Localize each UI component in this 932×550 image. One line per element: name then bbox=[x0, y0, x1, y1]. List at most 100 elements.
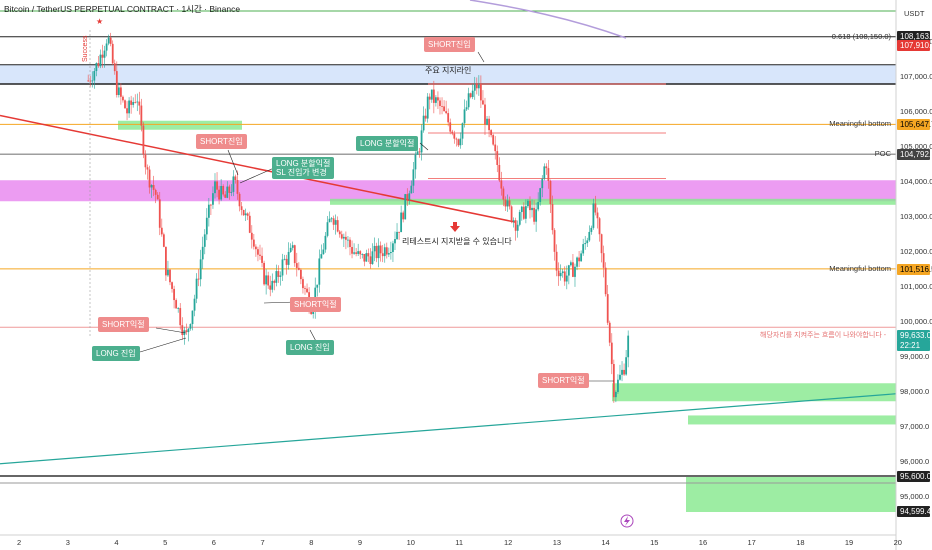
candle bbox=[443, 106, 445, 112]
candle bbox=[455, 138, 458, 140]
candle bbox=[111, 43, 114, 64]
x-tick-label: 6 bbox=[211, 538, 216, 547]
candle bbox=[453, 133, 456, 139]
y-tick-label: 102,000.0 bbox=[900, 247, 932, 256]
candle bbox=[91, 80, 94, 82]
green-zone bbox=[330, 198, 896, 205]
candle bbox=[584, 243, 587, 245]
annotation-marks: ★ bbox=[96, 17, 634, 528]
candle bbox=[246, 213, 249, 216]
candle bbox=[621, 369, 623, 375]
price-label: 105,647.7 bbox=[897, 119, 932, 131]
moving-average-line bbox=[469, 0, 627, 39]
descending-trendline bbox=[0, 114, 517, 223]
candle bbox=[89, 80, 92, 82]
candle bbox=[598, 218, 601, 235]
candle bbox=[392, 243, 394, 253]
candle bbox=[373, 245, 376, 252]
candle bbox=[261, 255, 263, 263]
candle bbox=[158, 199, 161, 228]
candle bbox=[269, 285, 272, 290]
candle bbox=[418, 151, 421, 153]
candle bbox=[324, 235, 327, 250]
candle bbox=[326, 222, 329, 236]
candle bbox=[130, 100, 133, 105]
candle bbox=[283, 258, 286, 260]
x-tick-label: 10 bbox=[406, 538, 415, 547]
candle bbox=[569, 262, 572, 266]
candle bbox=[306, 288, 308, 293]
x-tick-label: 19 bbox=[844, 538, 854, 547]
candle bbox=[359, 251, 362, 255]
x-tick-label: 8 bbox=[309, 538, 314, 547]
candle bbox=[437, 97, 439, 101]
candle bbox=[134, 102, 137, 103]
y-tick-label: 106,000.0 bbox=[900, 107, 932, 116]
candle bbox=[302, 279, 304, 289]
y-tick-label: 104,000.0 bbox=[900, 177, 932, 186]
candle bbox=[165, 246, 167, 276]
candle bbox=[160, 227, 163, 235]
candle bbox=[518, 212, 521, 225]
candle bbox=[156, 194, 159, 200]
candle bbox=[545, 166, 548, 169]
candle bbox=[154, 189, 157, 195]
candle bbox=[330, 218, 333, 220]
candle bbox=[150, 185, 153, 188]
candle bbox=[173, 288, 175, 301]
candle bbox=[602, 253, 605, 268]
candle bbox=[625, 357, 628, 375]
candle bbox=[367, 253, 370, 257]
candle bbox=[561, 271, 564, 274]
candle bbox=[559, 273, 562, 277]
candle bbox=[273, 280, 276, 283]
candle bbox=[375, 245, 378, 259]
candle bbox=[434, 97, 437, 103]
annotation-connector bbox=[155, 327, 187, 334]
price-label: 104,792.7 bbox=[897, 149, 932, 161]
candle bbox=[610, 342, 613, 365]
candle bbox=[383, 247, 386, 257]
long-annotation: LONG 진입 bbox=[92, 346, 140, 361]
candle bbox=[389, 252, 392, 254]
candle bbox=[398, 231, 400, 233]
candle bbox=[475, 84, 478, 89]
candle bbox=[279, 275, 282, 277]
candle bbox=[115, 71, 118, 95]
short-annotation: SHORT익절 bbox=[538, 373, 589, 388]
candle bbox=[608, 322, 611, 343]
candle bbox=[338, 231, 341, 235]
support-zone-blue bbox=[0, 64, 896, 84]
candle bbox=[244, 213, 247, 216]
candle bbox=[97, 63, 100, 67]
short-annotation: SHORT진입 bbox=[424, 37, 475, 52]
candle bbox=[531, 207, 533, 211]
candle bbox=[363, 254, 366, 262]
candle bbox=[402, 212, 405, 220]
candle bbox=[441, 106, 443, 107]
x-tick-label: 13 bbox=[552, 538, 562, 547]
short-annotation: SHORT익절 bbox=[290, 297, 341, 312]
long-annotation: LONG 분할익절 bbox=[356, 136, 419, 151]
candle bbox=[592, 203, 595, 228]
candle bbox=[267, 275, 270, 286]
candle bbox=[533, 207, 535, 222]
up-arrow-icon bbox=[450, 222, 460, 232]
candle bbox=[287, 251, 290, 265]
candle bbox=[222, 186, 225, 195]
candle bbox=[563, 271, 566, 282]
candle bbox=[457, 139, 460, 146]
candle bbox=[486, 118, 488, 125]
candle bbox=[510, 206, 513, 222]
candle bbox=[179, 308, 182, 326]
short-annotation: SHORT익절 bbox=[98, 317, 149, 332]
level-label: Meaningful bottom bbox=[829, 119, 891, 129]
candle bbox=[113, 63, 116, 72]
candle bbox=[484, 104, 486, 125]
candle bbox=[263, 262, 265, 285]
x-tick-label: 11 bbox=[455, 538, 464, 547]
candle bbox=[120, 87, 122, 97]
candle bbox=[576, 257, 578, 267]
zones bbox=[0, 64, 896, 512]
